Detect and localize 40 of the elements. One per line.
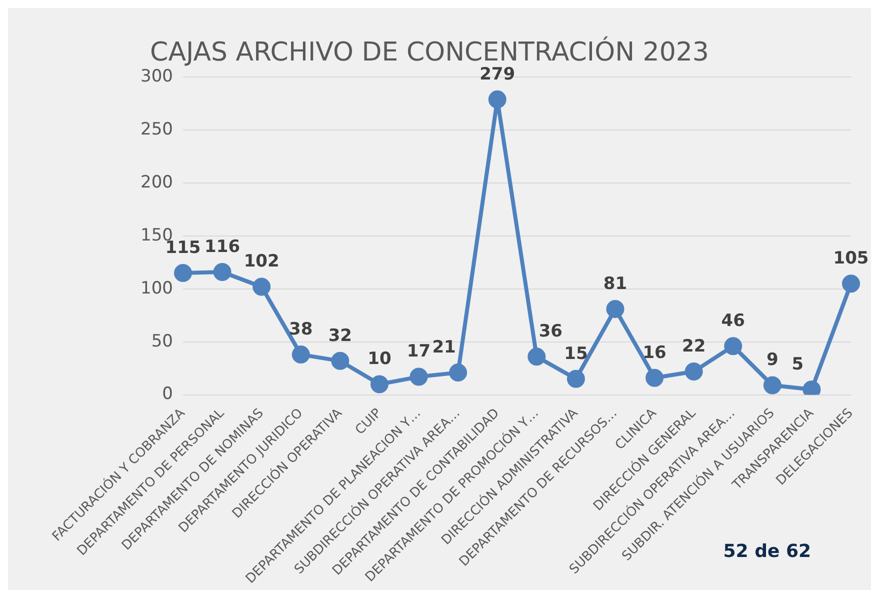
point <box>213 262 232 281</box>
text: 52 de 62 <box>723 541 811 562</box>
point <box>724 337 742 356</box>
point <box>566 370 585 388</box>
y-tick-label: 50 <box>151 331 173 352</box>
point <box>763 376 782 394</box>
data-label: 9 <box>766 350 778 370</box>
point <box>528 348 546 366</box>
data-label: 10 <box>368 349 392 370</box>
data-label: 81 <box>603 274 628 294</box>
data-label: 105 <box>833 248 869 269</box>
point <box>684 362 703 380</box>
point <box>331 352 350 370</box>
data-label: 36 <box>538 322 562 342</box>
data-label: 15 <box>564 344 588 364</box>
y-tick-label: 250 <box>140 120 173 140</box>
data-label: 102 <box>244 252 280 272</box>
point <box>292 346 310 364</box>
y-tick-label: 200 <box>140 172 173 192</box>
data-label: 21 <box>432 337 456 358</box>
data-label: 32 <box>328 326 352 346</box>
point <box>842 274 860 293</box>
point <box>252 278 271 296</box>
data-label: 38 <box>289 319 313 340</box>
point <box>370 375 388 394</box>
data-label: 22 <box>682 336 706 356</box>
point <box>174 264 192 282</box>
data-label: 5 <box>792 354 804 374</box>
y-tick-label: 0 <box>162 384 173 404</box>
data-label: 16 <box>642 342 666 363</box>
data-label: 46 <box>721 311 745 332</box>
data-label: 116 <box>204 236 240 257</box>
y-tick-label: 100 <box>140 278 173 298</box>
point <box>488 90 506 108</box>
point <box>449 364 468 382</box>
point <box>646 368 664 387</box>
point <box>606 300 624 318</box>
point <box>410 368 428 386</box>
data-label: 17 <box>406 342 431 362</box>
y-tick-label: 300 <box>140 66 173 87</box>
